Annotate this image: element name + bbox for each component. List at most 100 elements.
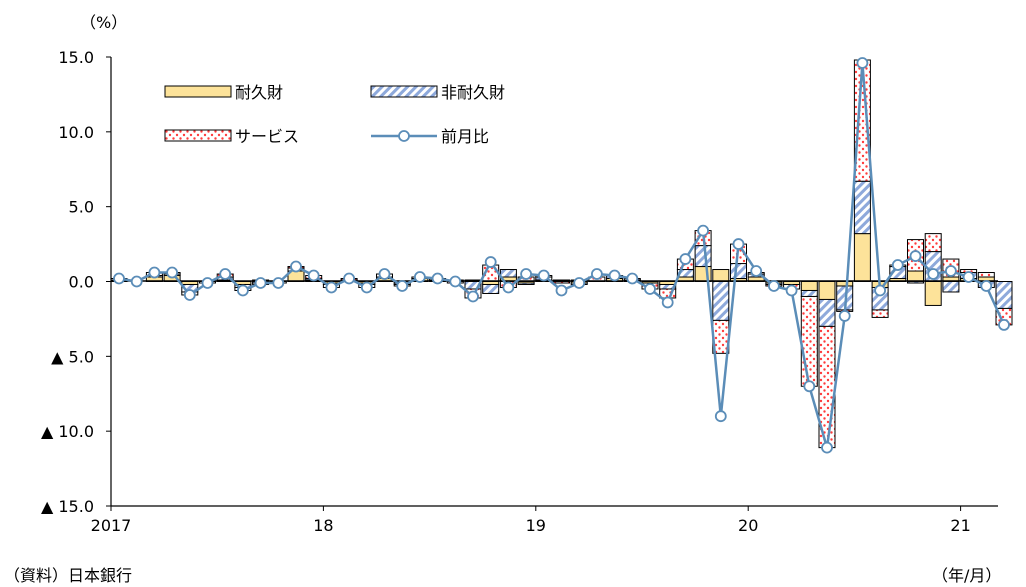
mom-point (236, 284, 249, 297)
mom-point (502, 281, 515, 294)
bar-segment-nondurable (995, 281, 1013, 309)
y-tick-label: 0.0 (69, 273, 94, 292)
y-tick-label: ▲ 10.0 (41, 422, 94, 441)
mom-point (130, 275, 143, 288)
mom-point (413, 271, 426, 283)
mom-point (360, 281, 373, 294)
mom-point (661, 296, 674, 309)
mom-point (697, 224, 709, 237)
bar-segment-nondurable (800, 289, 818, 297)
mom-point (573, 277, 586, 289)
y-tick-label: 15.0 (58, 48, 94, 67)
unit-label: （%） (80, 13, 127, 32)
mom-point (750, 265, 763, 277)
mom-point (272, 277, 285, 289)
x-unit-label: （年/月） (932, 566, 1002, 585)
mom-point (325, 281, 338, 294)
mom-point (201, 277, 214, 289)
legend-marker-mom (398, 130, 410, 142)
mom-point (343, 272, 356, 285)
bar-segment-durable (818, 281, 836, 300)
y-tick-label: 10.0 (58, 123, 94, 142)
mom-point (962, 271, 975, 283)
mom-point (396, 280, 409, 292)
mom-point (927, 268, 940, 280)
mom-point (378, 268, 391, 280)
mom-point (821, 441, 833, 454)
mom-point (644, 283, 656, 295)
legend-swatch-durable (164, 85, 232, 98)
bar-segment-service (924, 233, 942, 253)
bar-segment-nondurable (712, 281, 730, 321)
mom-point (891, 259, 904, 271)
mom-point (148, 266, 161, 279)
legend-item-durable: 耐久財 (164, 83, 283, 102)
mom-point (537, 269, 550, 282)
mom-point (945, 265, 957, 277)
mom-point (856, 57, 869, 69)
mom-point (909, 250, 922, 262)
x-tick-label: 18 (313, 516, 333, 535)
mom-point (449, 275, 462, 288)
mom-line (118, 61, 1006, 449)
bar-segment-nondurable (517, 282, 535, 285)
mom-point (785, 284, 798, 297)
mom-point (290, 260, 302, 273)
mom-point (113, 272, 125, 285)
mom-point (874, 284, 886, 297)
mom-point (219, 268, 232, 280)
x-tick-label: 19 (526, 516, 546, 535)
bar-segment-durable (800, 281, 818, 291)
bar-segment-durable (907, 270, 924, 283)
mom-point (838, 310, 851, 322)
bar-segment-service (977, 272, 995, 278)
mom-point (254, 277, 267, 289)
mom-point (431, 272, 444, 285)
mom-point (714, 410, 727, 423)
mom-point (980, 280, 993, 292)
bar-segment-nondurable (499, 269, 517, 278)
mom-point (768, 280, 780, 292)
mom-point (467, 290, 479, 303)
x-tick-label: 20 (738, 516, 758, 535)
y-tick-label: ▲ 5.0 (51, 347, 94, 366)
mom-point (555, 284, 568, 297)
bar-segment-durable (853, 233, 871, 283)
mom-point (484, 256, 497, 268)
bar-segment-service (871, 309, 889, 318)
bar-segment-durable (924, 281, 942, 306)
source-note: （資料）日本銀行 (4, 566, 133, 585)
mom-point (626, 272, 639, 285)
bar-segment-durable (712, 269, 730, 283)
bar-segment-service (800, 295, 818, 387)
bar-segment-nondurable (482, 283, 500, 294)
mom-point (166, 266, 179, 279)
mom-point (183, 289, 196, 301)
legend-swatch-nondurable (370, 85, 438, 98)
mom-point (591, 268, 603, 280)
y-ticks: 15.0 10.0 5.0 0.0 ▲ 5.0 ▲ 10.0 ▲ 15.0 (41, 48, 111, 516)
mom-point (679, 253, 692, 265)
bar-segment-nondurable (853, 180, 871, 235)
legend-item-service: サービス (164, 127, 299, 146)
legend-item-nondurable: 非耐久財 (370, 83, 505, 102)
legend-label-nondurable: 非耐久財 (441, 83, 505, 102)
legend: 耐久財 非耐久財 サービス 前月比 (164, 83, 505, 146)
bar-segment-nondurable (818, 298, 836, 327)
y-tick-label: 5.0 (69, 198, 94, 217)
mom-line-series (113, 57, 1010, 454)
legend-label-durable: 耐久財 (235, 83, 283, 102)
legend-label-mom: 前月比 (441, 127, 489, 146)
bar-segment-nondurable (694, 245, 712, 268)
mom-point (307, 269, 320, 282)
legend-label-service: サービス (235, 127, 299, 146)
legend-swatch-service (164, 129, 232, 142)
mom-point (803, 380, 816, 393)
y-tick-label: ▲ 15.0 (41, 497, 94, 516)
mom-point (608, 269, 621, 282)
bar-segment-nondurable (730, 263, 747, 280)
x-ticks: 2017 18 19 20 21 (91, 506, 971, 535)
x-tick-label: 21 (950, 516, 970, 535)
x-tick-label: 2017 (91, 516, 132, 535)
